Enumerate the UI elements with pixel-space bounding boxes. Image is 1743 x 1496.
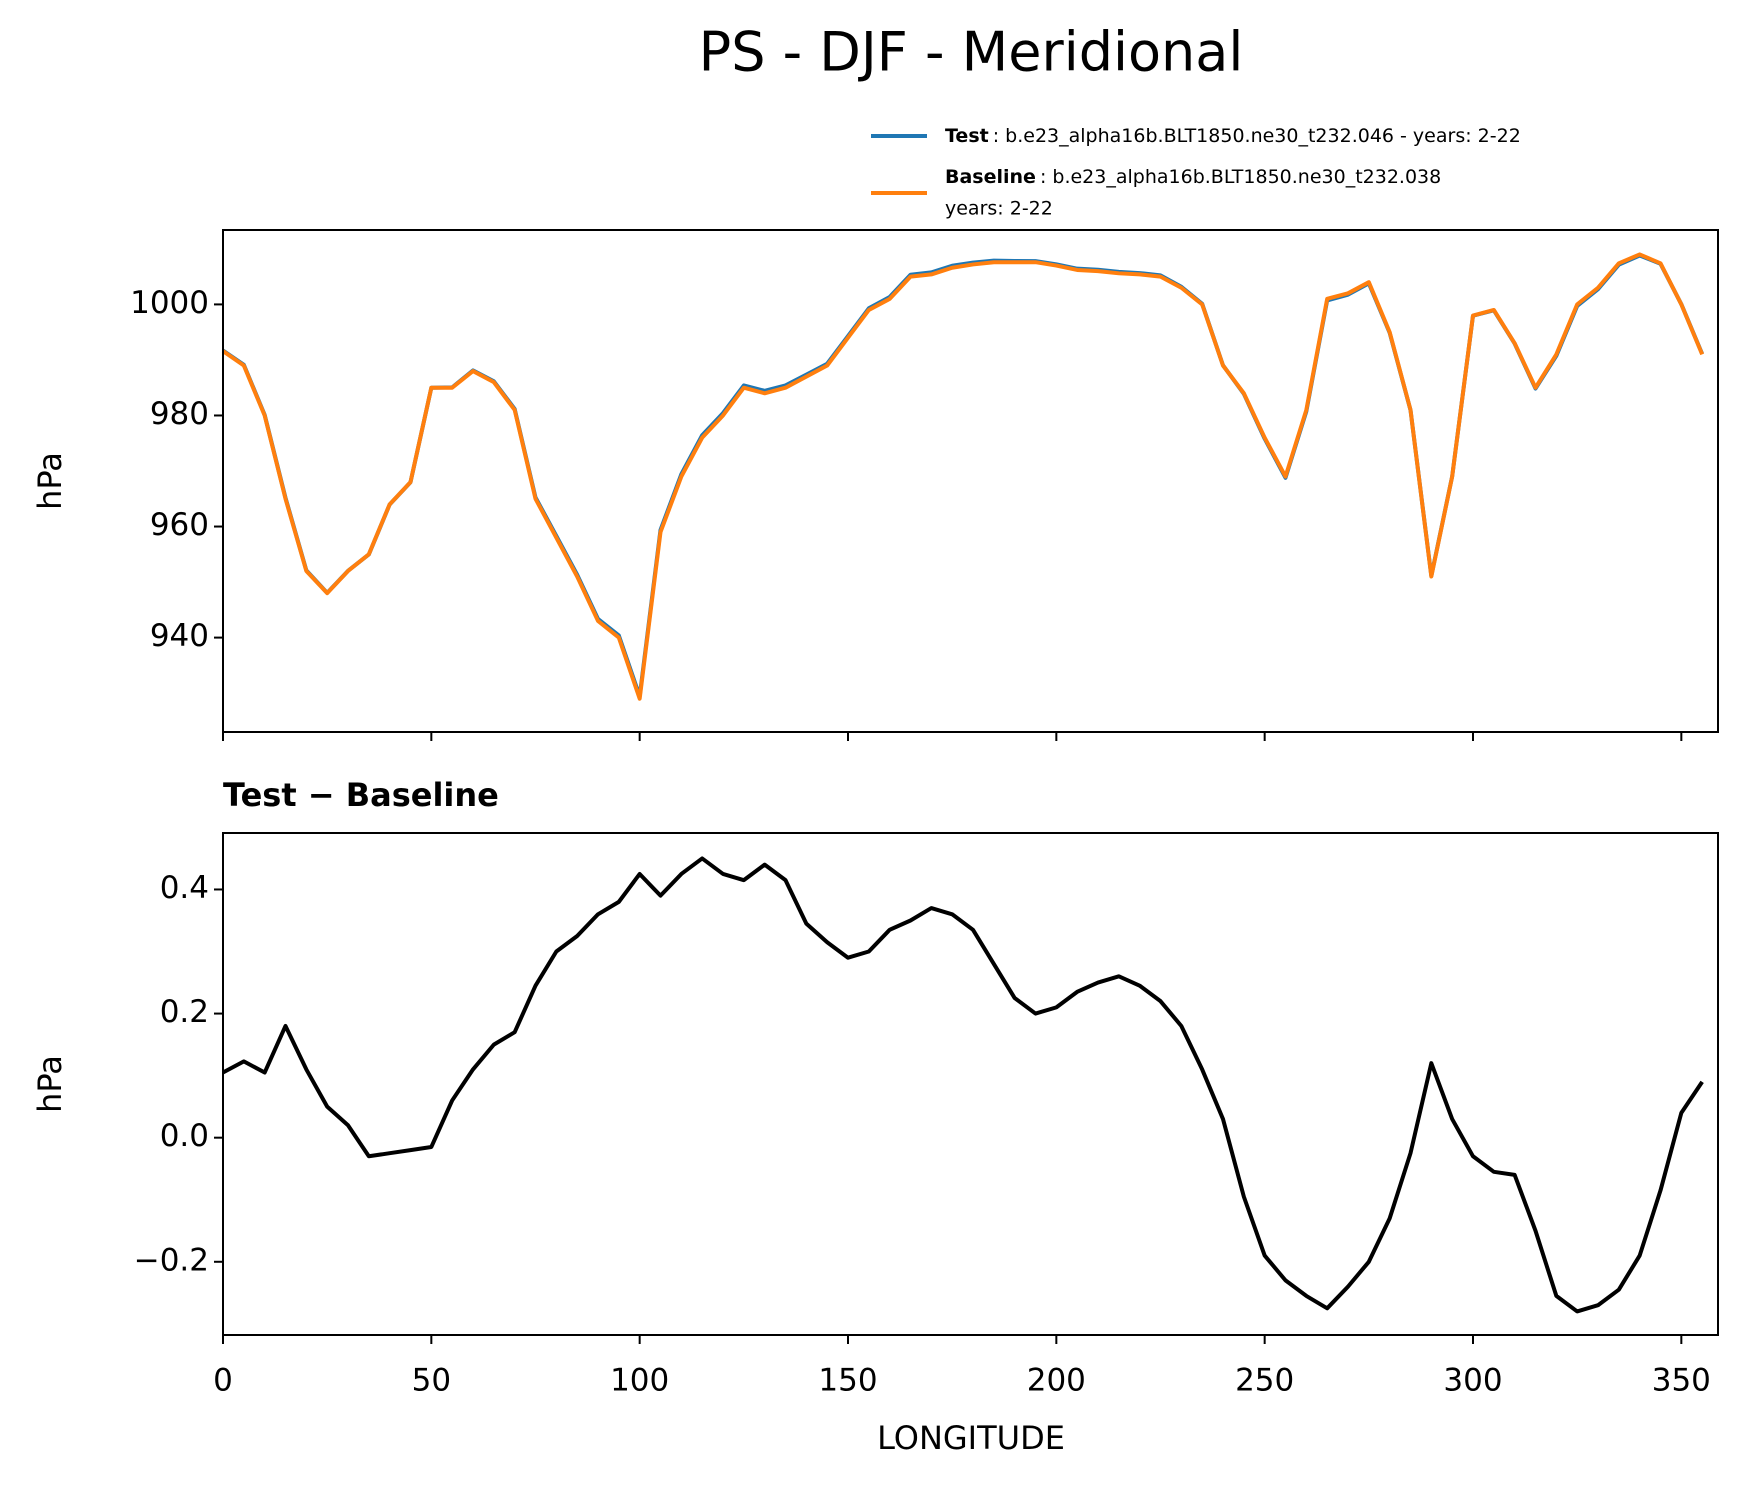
legend-description: years: 2-22 bbox=[945, 198, 1053, 220]
data-line bbox=[222, 856, 1704, 1314]
x-tick-label: 150 bbox=[818, 1363, 877, 1399]
plot-frame bbox=[222, 832, 1719, 1336]
legend-name: Test bbox=[945, 125, 989, 147]
x-tick-label: 100 bbox=[610, 1363, 669, 1399]
y-tick-label: 0.2 bbox=[160, 994, 209, 1030]
chart-title: PS - DJF - Meridional bbox=[699, 21, 1244, 84]
y-axis-label: hPa bbox=[31, 452, 69, 510]
plot-frame bbox=[222, 229, 1719, 733]
y-tick-label: 980 bbox=[150, 396, 209, 432]
legend-entry: Test: b.e23_alpha16b.BLT1850.ne30_t232.0… bbox=[945, 125, 1521, 147]
y-tick-label: 960 bbox=[150, 507, 209, 543]
x-tick-label: 350 bbox=[1652, 1363, 1711, 1399]
x-tick-label: 0 bbox=[213, 1363, 233, 1399]
y-tick-label: 1000 bbox=[130, 285, 209, 321]
legend: Test: b.e23_alpha16b.BLT1850.ne30_t232.0… bbox=[871, 125, 1521, 220]
x-tick-label: 50 bbox=[412, 1363, 451, 1399]
y-tick-label: 0.0 bbox=[160, 1118, 209, 1154]
legend-description: : b.e23_alpha16b.BLT1850.ne30_t232.046 -… bbox=[993, 125, 1521, 147]
y-tick-label: 0.4 bbox=[160, 870, 209, 906]
subplot-title: Test − Baseline bbox=[223, 776, 499, 814]
y-axis-label: hPa bbox=[31, 1055, 69, 1113]
x-tick-label: 250 bbox=[1235, 1363, 1294, 1399]
data-line bbox=[221, 252, 1705, 701]
legend-entry: Baseline: b.e23_alpha16b.BLT1850.ne30_t2… bbox=[945, 166, 1441, 188]
x-tick-label: 300 bbox=[1443, 1363, 1502, 1399]
legend-name: Baseline bbox=[945, 166, 1036, 188]
y-tick-label: 940 bbox=[150, 618, 209, 654]
x-axis-label: LONGITUDE bbox=[877, 1419, 1065, 1457]
legend-description: : b.e23_alpha16b.BLT1850.ne30_t232.038 bbox=[1040, 166, 1441, 188]
data-line bbox=[221, 253, 1705, 699]
y-tick-label: −0.2 bbox=[134, 1242, 209, 1278]
x-tick-label: 200 bbox=[1027, 1363, 1086, 1399]
